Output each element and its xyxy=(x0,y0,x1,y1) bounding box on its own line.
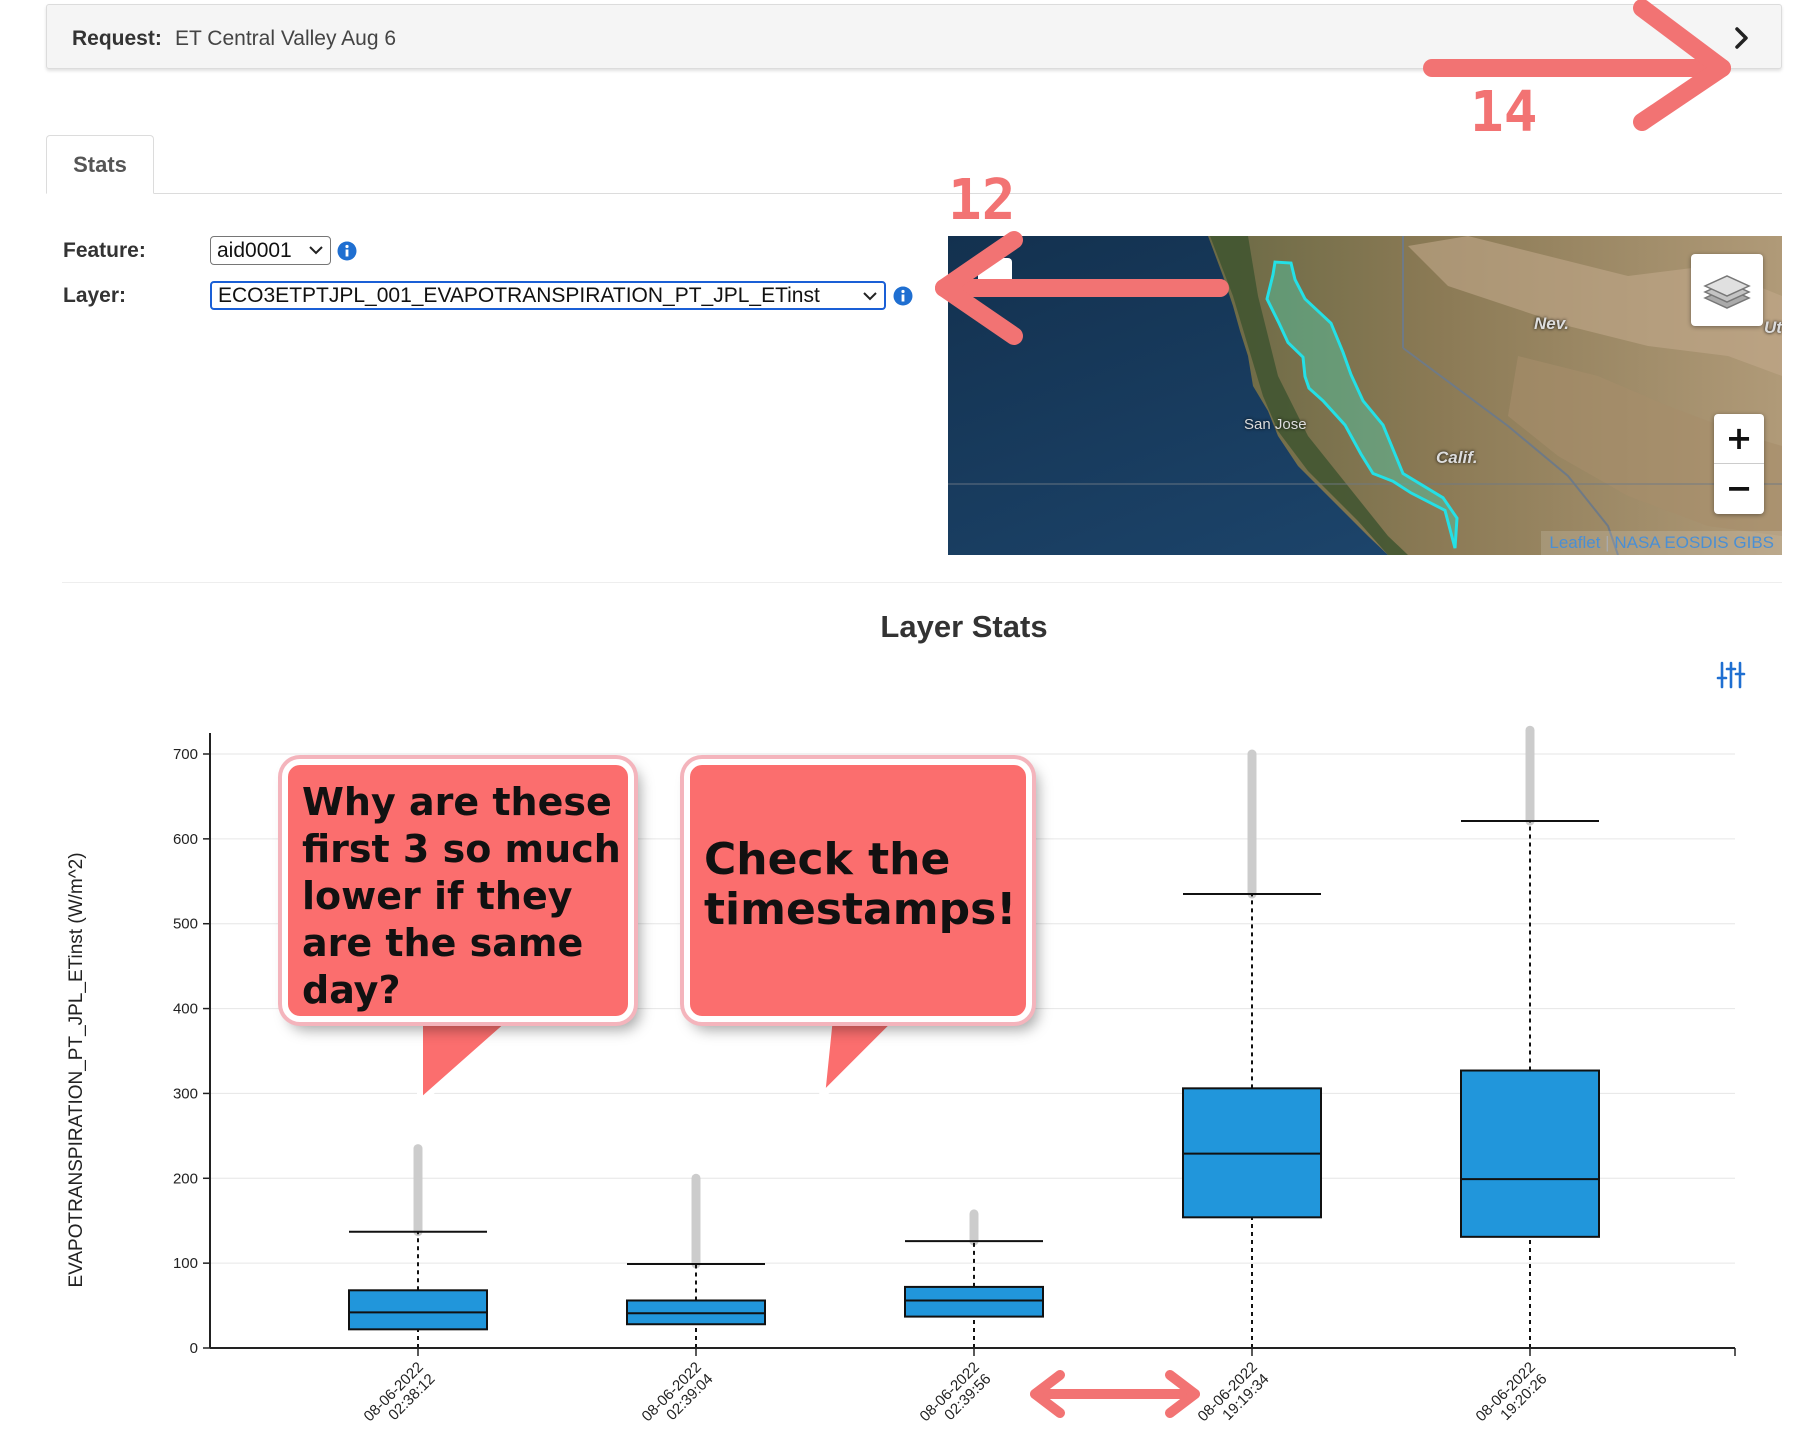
zoom-control: + − xyxy=(1714,414,1764,514)
section-divider xyxy=(62,582,1782,583)
box-plot xyxy=(904,1209,1044,1349)
feature-label: Feature: xyxy=(63,239,146,262)
request-name: ET Central Valley Aug 6 xyxy=(175,27,397,50)
annotation-number-12: 12 xyxy=(948,168,1016,233)
callout-line: lower if they xyxy=(302,874,573,918)
callout-line: day? xyxy=(302,968,401,1012)
box-iqr xyxy=(348,1289,488,1331)
info-icon[interactable] xyxy=(893,286,913,306)
feature-select-value: aid0001 xyxy=(217,239,292,262)
chart-settings-icon[interactable] xyxy=(1716,660,1746,690)
bubble-2-tail xyxy=(819,1015,903,1099)
map-label-san-jose: San Jose xyxy=(1244,416,1307,433)
layer-select[interactable]: ECO3ETPTJPL_001_EVAPOTRANSPIRATION_PT_JP… xyxy=(210,281,886,310)
callout-line: Check the xyxy=(704,834,951,885)
y-tick-label: 300 xyxy=(173,1085,198,1102)
chevron-down-icon xyxy=(309,246,323,255)
box-plot xyxy=(1182,749,1322,1349)
y-tick-label: 400 xyxy=(173,1001,198,1018)
y-tick-label: 700 xyxy=(173,746,198,763)
box-plot xyxy=(348,1144,488,1349)
callout-line: Why are these xyxy=(302,780,612,824)
layers-button[interactable] xyxy=(1691,254,1763,326)
callout-line: timestamps! xyxy=(704,884,1017,935)
y-tick-label: 200 xyxy=(173,1170,198,1187)
leaflet-link[interactable]: Leaflet xyxy=(1549,533,1601,552)
map-label-calif: Calif. xyxy=(1436,448,1478,467)
bubble-1-tail xyxy=(417,1015,518,1105)
layer-label: Layer: xyxy=(63,284,127,307)
attribution-separator: | xyxy=(1605,533,1610,552)
double-arrow-icon xyxy=(1030,1370,1200,1418)
callout-bubble-question: Why are these first 3 so much lower if t… xyxy=(282,759,634,1022)
map-label-ut: Ut xyxy=(1764,318,1782,337)
layer-select-value: ECO3ETPTJPL_001_EVAPOTRANSPIRATION_PT_JP… xyxy=(218,284,820,307)
tabs-divider xyxy=(46,193,1782,194)
info-icon[interactable] xyxy=(337,241,357,261)
map-label-nev: Nev. xyxy=(1534,314,1569,333)
chevron-down-icon xyxy=(863,292,877,301)
callout-line: are the same xyxy=(302,921,584,965)
zoom-out-button[interactable]: − xyxy=(1725,469,1753,507)
callout-bubble-answer: Check the timestamps! xyxy=(684,759,1032,1022)
gibs-link[interactable]: NASA EOSDIS GIBS xyxy=(1614,533,1774,552)
annotation-number-14: 14 xyxy=(1470,80,1538,145)
arrow-left-icon xyxy=(935,231,1229,345)
map-attribution: Leaflet | NASA EOSDIS GIBS xyxy=(1541,531,1782,555)
y-axis-label: EVAPOTRANSPIRATION_PT_JPL_ETinst (W/m^2) xyxy=(66,852,87,1287)
satellite-imagery xyxy=(948,236,1782,555)
chart-title: Layer Stats xyxy=(880,609,1048,644)
y-tick-label: 600 xyxy=(173,831,198,848)
y-tick-label: 100 xyxy=(173,1255,198,1272)
chevron-right-icon[interactable] xyxy=(1729,25,1755,51)
layers-icon xyxy=(1703,275,1751,309)
request-label: Request: xyxy=(72,27,162,50)
callout-line: first 3 so much xyxy=(302,827,621,871)
box-iqr xyxy=(1460,1069,1600,1238)
zoom-in-button[interactable]: + xyxy=(1725,419,1753,457)
arrow-right-icon xyxy=(1423,0,1731,131)
box-iqr xyxy=(904,1285,1044,1318)
tab-stats[interactable]: Stats xyxy=(46,135,154,194)
y-tick-label: 0 xyxy=(190,1340,198,1357)
feature-select[interactable]: aid0001 xyxy=(210,236,331,265)
y-tick-label: 500 xyxy=(173,916,198,933)
request-header[interactable]: Request: ET Central Valley Aug 6 xyxy=(46,4,1782,69)
zoom-divider xyxy=(1714,463,1764,464)
